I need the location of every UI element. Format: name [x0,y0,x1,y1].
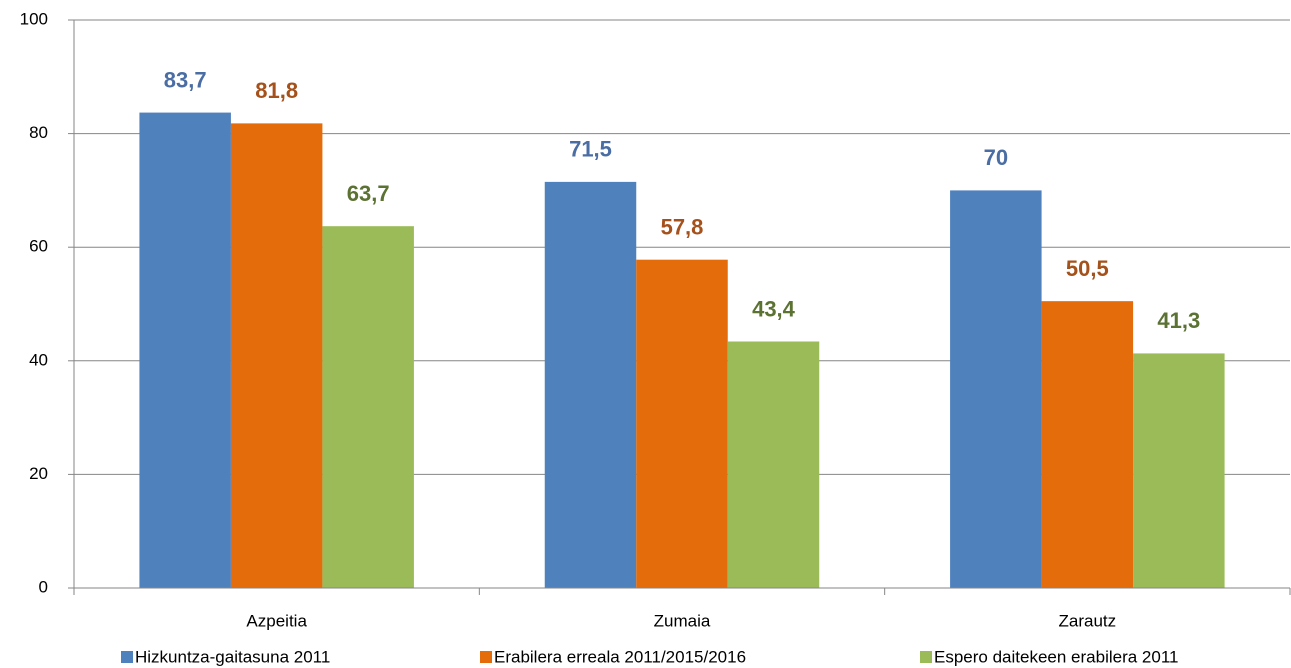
data-label: 81,8 [255,78,298,103]
y-tick-label: 40 [29,350,48,369]
data-label: 50,5 [1066,256,1109,281]
data-label: 70 [984,145,1008,170]
legend-swatch [121,651,133,663]
legend-label: Espero daitekeen erabilera 2011 [934,647,1178,666]
bar [544,181,637,588]
x-tick-label: Azpeitia [246,611,307,630]
x-tick-label: Zarautz [1059,611,1117,630]
y-tick-label: 0 [39,577,48,596]
legend-label: Hizkuntza-gaitasuna 2011 [135,647,330,666]
bar [230,123,323,588]
data-label: 41,3 [1157,308,1200,333]
bar [636,259,728,588]
y-tick-label: 20 [29,464,48,483]
legend-swatch [480,651,492,663]
bar [139,112,231,589]
x-tick-label: Zumaia [654,611,711,630]
bar [1041,301,1134,588]
legend-swatch [920,651,932,663]
bar [1133,353,1225,588]
legend-label: Erabilera erreala 2011/2015/2016 [494,647,746,666]
data-label: 57,8 [661,215,704,240]
bar [727,341,820,588]
data-label: 43,4 [752,296,796,321]
data-label: 71,5 [569,137,612,162]
bar [950,190,1042,588]
bar [322,226,414,588]
data-label: 63,7 [347,181,390,206]
data-label: 83,7 [164,67,207,92]
y-tick-label: 80 [29,123,48,142]
y-tick-label: 100 [20,9,48,28]
y-tick-label: 60 [29,237,48,256]
